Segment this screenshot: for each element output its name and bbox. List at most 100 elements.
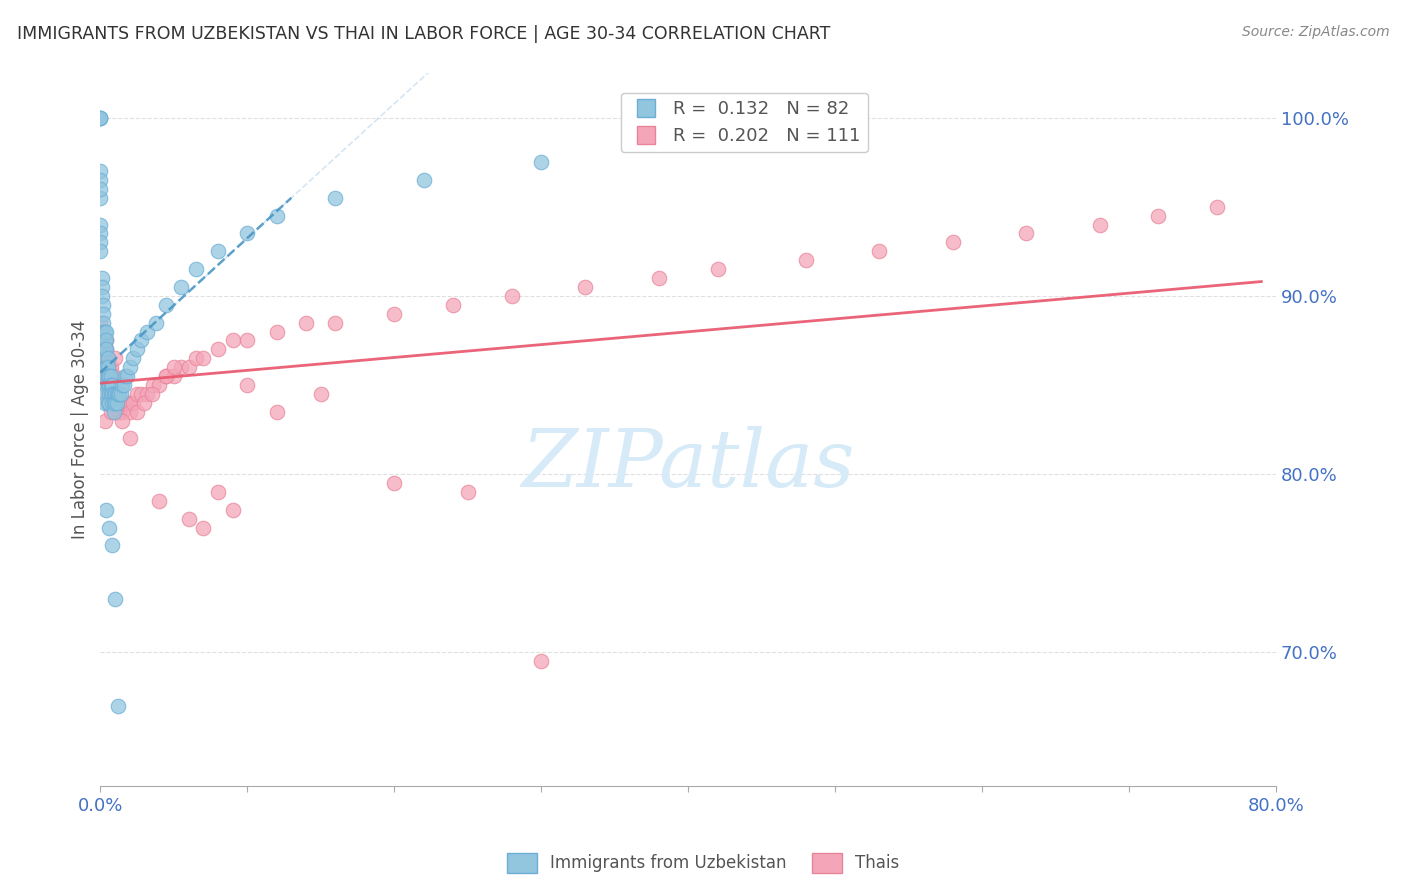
Point — [127, 387, 149, 401]
Point — [104, 396, 127, 410]
Point — [89, 191, 111, 205]
Point — [94, 378, 117, 392]
Point — [96, 360, 118, 375]
Point — [101, 387, 124, 401]
Point — [103, 405, 125, 419]
Point — [98, 396, 121, 410]
Point — [98, 378, 121, 392]
Point — [94, 325, 117, 339]
Point — [706, 262, 728, 277]
Point — [94, 343, 117, 357]
Point — [221, 503, 243, 517]
Point — [1147, 209, 1170, 223]
Point — [104, 396, 127, 410]
Point — [501, 289, 523, 303]
Point — [177, 360, 200, 375]
Point — [382, 307, 405, 321]
Point — [89, 164, 111, 178]
Point — [114, 369, 136, 384]
Point — [794, 253, 817, 268]
Point — [382, 476, 405, 491]
Point — [91, 316, 114, 330]
Point — [108, 396, 131, 410]
Point — [266, 405, 288, 419]
Point — [97, 360, 120, 375]
Point — [96, 503, 118, 517]
Text: ZIPatlas: ZIPatlas — [522, 426, 855, 504]
Point — [236, 227, 259, 241]
Point — [193, 351, 215, 366]
Point — [530, 155, 553, 169]
Legend: Immigrants from Uzbekistan, Thais: Immigrants from Uzbekistan, Thais — [501, 847, 905, 880]
Point — [104, 387, 127, 401]
Point — [91, 307, 114, 321]
Point — [97, 396, 120, 410]
Point — [98, 521, 121, 535]
Point — [89, 343, 111, 357]
Point — [94, 334, 117, 348]
Point — [170, 280, 193, 294]
Point — [101, 387, 124, 401]
Point — [107, 405, 129, 419]
Point — [91, 334, 114, 348]
Point — [94, 369, 117, 384]
Point — [94, 396, 117, 410]
Point — [91, 360, 114, 375]
Point — [221, 334, 243, 348]
Point — [97, 351, 120, 366]
Point — [155, 369, 177, 384]
Text: Source: ZipAtlas.com: Source: ZipAtlas.com — [1241, 25, 1389, 39]
Point — [89, 227, 111, 241]
Point — [89, 351, 111, 366]
Point — [91, 343, 114, 357]
Point — [121, 396, 143, 410]
Point — [91, 351, 114, 366]
Point — [89, 334, 111, 348]
Point — [89, 244, 111, 259]
Point — [97, 369, 120, 384]
Point — [103, 378, 125, 392]
Point — [121, 351, 143, 366]
Point — [112, 378, 135, 392]
Point — [98, 378, 121, 392]
Point — [96, 351, 118, 366]
Legend: R =  0.132   N = 82, R =  0.202   N = 111: R = 0.132 N = 82, R = 0.202 N = 111 — [621, 93, 868, 153]
Point — [155, 298, 177, 312]
Point — [163, 369, 186, 384]
Point — [107, 396, 129, 410]
Point — [177, 512, 200, 526]
Point — [101, 378, 124, 392]
Point — [94, 351, 117, 366]
Point — [100, 405, 122, 419]
Point — [89, 173, 111, 187]
Point — [148, 494, 170, 508]
Point — [101, 396, 124, 410]
Point — [103, 387, 125, 401]
Point — [114, 396, 136, 410]
Point — [96, 360, 118, 375]
Point — [107, 698, 129, 713]
Point — [136, 325, 159, 339]
Point — [90, 325, 112, 339]
Point — [118, 396, 141, 410]
Point — [89, 316, 111, 330]
Point — [89, 182, 111, 196]
Point — [94, 360, 117, 375]
Point — [111, 396, 134, 410]
Point — [170, 360, 193, 375]
Point — [207, 343, 229, 357]
Point — [111, 414, 134, 428]
Point — [96, 334, 118, 348]
Point — [325, 316, 347, 330]
Point — [325, 191, 347, 205]
Point — [184, 351, 207, 366]
Point — [101, 538, 124, 552]
Point — [94, 343, 117, 357]
Point — [1206, 200, 1229, 214]
Point — [98, 387, 121, 401]
Point — [145, 316, 167, 330]
Point — [207, 244, 229, 259]
Point — [94, 369, 117, 384]
Point — [103, 369, 125, 384]
Point — [98, 378, 121, 392]
